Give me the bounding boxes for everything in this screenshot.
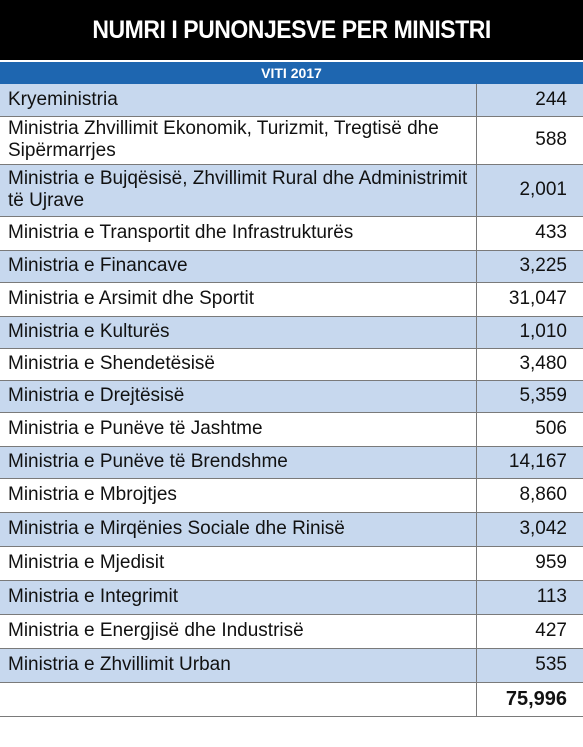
row-label: Ministria e Mbrojtjes (0, 478, 477, 513)
row-value: 14,167 (476, 446, 583, 479)
row-value: 5,359 (476, 380, 583, 413)
table-body: Kryeministria 244 Ministria Zhvillimit Eko… (0, 84, 583, 717)
row-label: Ministria e Mirqënies Sociale dhe Rinisë (0, 512, 477, 547)
table-row: Ministria e Mirqënies Sociale dhe Rinisë… (0, 512, 583, 547)
row-value: 113 (476, 580, 583, 615)
row-label: Ministria e Mjedisit (0, 546, 477, 581)
data-table: Kryeministria 244 Ministria Zhvillimit Eko… (0, 84, 583, 717)
table-row: Ministria e Arsimit dhe Sportit 31,047 (0, 282, 583, 317)
row-label: Ministria e Financave (0, 250, 477, 283)
row-label: Ministria e Drejtësisë (0, 380, 477, 413)
title-gap (0, 60, 583, 62)
table-row: Kryeministria 244 (0, 84, 583, 117)
row-value: 1,010 (476, 316, 583, 349)
table-row: Ministria e Punëve të Brendshme 14,167 (0, 446, 583, 479)
table-row: Ministria e Integrimit 113 (0, 580, 583, 615)
table-row: Ministria e Bujqësisë, Zhvillimit Rural … (0, 164, 583, 217)
row-label: Ministria e Integrimit (0, 580, 477, 615)
row-value: 506 (476, 412, 583, 447)
table-row: Ministria e Kulturës 1,010 (0, 316, 583, 349)
row-value: 588 (476, 116, 583, 165)
table-row: Ministria e Transportit dhe Infrastruktu… (0, 216, 583, 251)
year-header: VITI 2017 (0, 62, 583, 84)
row-value: 31,047 (476, 282, 583, 317)
table-row: Ministria e Financave 3,225 (0, 250, 583, 283)
row-label: Ministria e Punëve të Jashtme (0, 412, 477, 447)
row-label: Kryeministria (0, 84, 477, 117)
chart-title: NUMRI I PUNONJESVE PER MINISTRI (92, 15, 491, 44)
row-label: Ministria e Energjisë dhe Industrisë (0, 614, 477, 649)
row-value: 959 (476, 546, 583, 581)
row-value: 427 (476, 614, 583, 649)
row-label: Ministria e Arsimit dhe Sportit (0, 282, 477, 317)
table-row: Ministria e Energjisë dhe Industrisë 427 (0, 614, 583, 649)
table-row: Ministria e Zhvillimit Urban 535 (0, 648, 583, 683)
table-row: Ministria e Drejtësisë 5,359 (0, 380, 583, 413)
row-value: 2,001 (476, 164, 583, 217)
total-row: 75,996 (0, 682, 583, 717)
row-label: Ministria e Punëve të Brendshme (0, 446, 477, 479)
row-label: Ministria e Bujqësisë, Zhvillimit Rural … (0, 164, 477, 217)
table-row: Ministria e Punëve të Jashtme 506 (0, 412, 583, 447)
total-value: 75,996 (476, 682, 583, 717)
row-label: Ministria Zhvillimit Ekonomik, Turizmit,… (0, 116, 477, 165)
row-label: Ministria e Kulturës (0, 316, 477, 349)
table-row: Ministria Zhvillimit Ekonomik, Turizmit,… (0, 116, 583, 165)
table-row: Ministria e Shendetësisë 3,480 (0, 348, 583, 381)
row-value: 3,480 (476, 348, 583, 381)
row-label: Ministria e Shendetësisë (0, 348, 477, 381)
row-label: Ministria e Transportit dhe Infrastruktu… (0, 216, 477, 251)
total-label-cell (0, 682, 477, 717)
row-value: 433 (476, 216, 583, 251)
row-value: 3,042 (476, 512, 583, 547)
year-label: VITI 2017 (261, 65, 322, 81)
row-value: 3,225 (476, 250, 583, 283)
table-row: Ministria e Mbrojtjes 8,860 (0, 478, 583, 513)
chart-title-bar: NUMRI I PUNONJESVE PER MINISTRI (0, 0, 583, 60)
row-value: 535 (476, 648, 583, 683)
table-row: Ministria e Mjedisit 959 (0, 546, 583, 581)
row-value: 8,860 (476, 478, 583, 513)
row-label: Ministria e Zhvillimit Urban (0, 648, 477, 683)
row-value: 244 (476, 84, 583, 117)
